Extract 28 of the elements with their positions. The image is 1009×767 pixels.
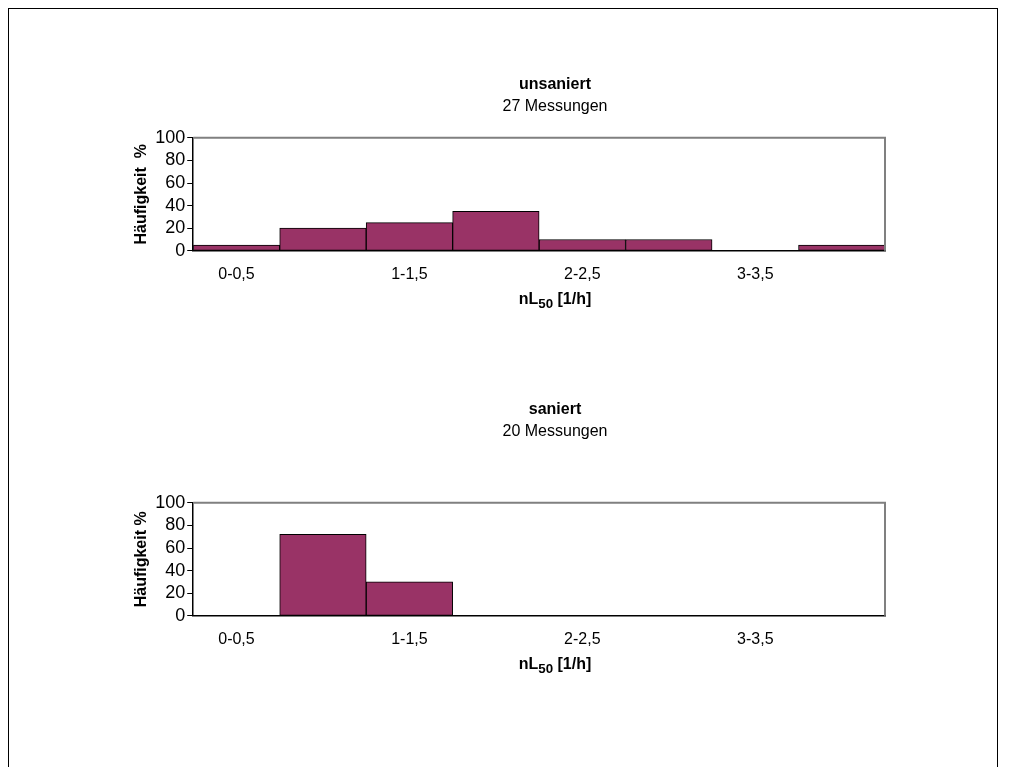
y-axis-title: Häufigkeit % — [132, 511, 150, 608]
y-tick-label: 0 — [175, 239, 186, 260]
x-axis-title: nL$_{50}$ [1/h] — [517, 655, 593, 677]
chart-subtitle: 27 Messungen — [501, 97, 609, 115]
y-tick-label: 0 — [175, 604, 186, 625]
y-tick-label: 60 — [165, 171, 186, 192]
y-tick-label: 40 — [165, 194, 186, 215]
y-tick-label: 60 — [165, 536, 186, 557]
y-tick-label: 20 — [165, 217, 186, 238]
y-tick-label: 100 — [155, 491, 186, 512]
x-tick-label: 0-0,5 — [218, 629, 255, 647]
x-tick-label: 0-0,5 — [218, 264, 255, 282]
x-axis-title: nL$_{50}$ [1/h] — [517, 290, 593, 312]
chart-title: saniert — [527, 400, 583, 418]
y-tick-label: 20 — [165, 582, 186, 603]
y-tick-label: 40 — [165, 559, 186, 580]
x-tick-label: 2-2,5 — [564, 629, 601, 647]
x-tick-label: 1-1,5 — [391, 629, 428, 647]
chart-subtitle: 20 Messungen — [501, 422, 609, 440]
y-axis-title: Häufigkeit % — [132, 144, 150, 245]
x-tick-label: 2-2,5 — [564, 264, 601, 282]
y-tick-label: 80 — [165, 149, 186, 170]
chart-title: unsaniert — [518, 75, 592, 93]
x-tick-label: 1-1,5 — [391, 264, 428, 282]
y-tick-label: 80 — [165, 514, 186, 535]
x-tick-label: 3-3,5 — [737, 264, 774, 282]
x-tick-label: 3-3,5 — [737, 629, 774, 647]
y-tick-label: 100 — [155, 126, 186, 147]
